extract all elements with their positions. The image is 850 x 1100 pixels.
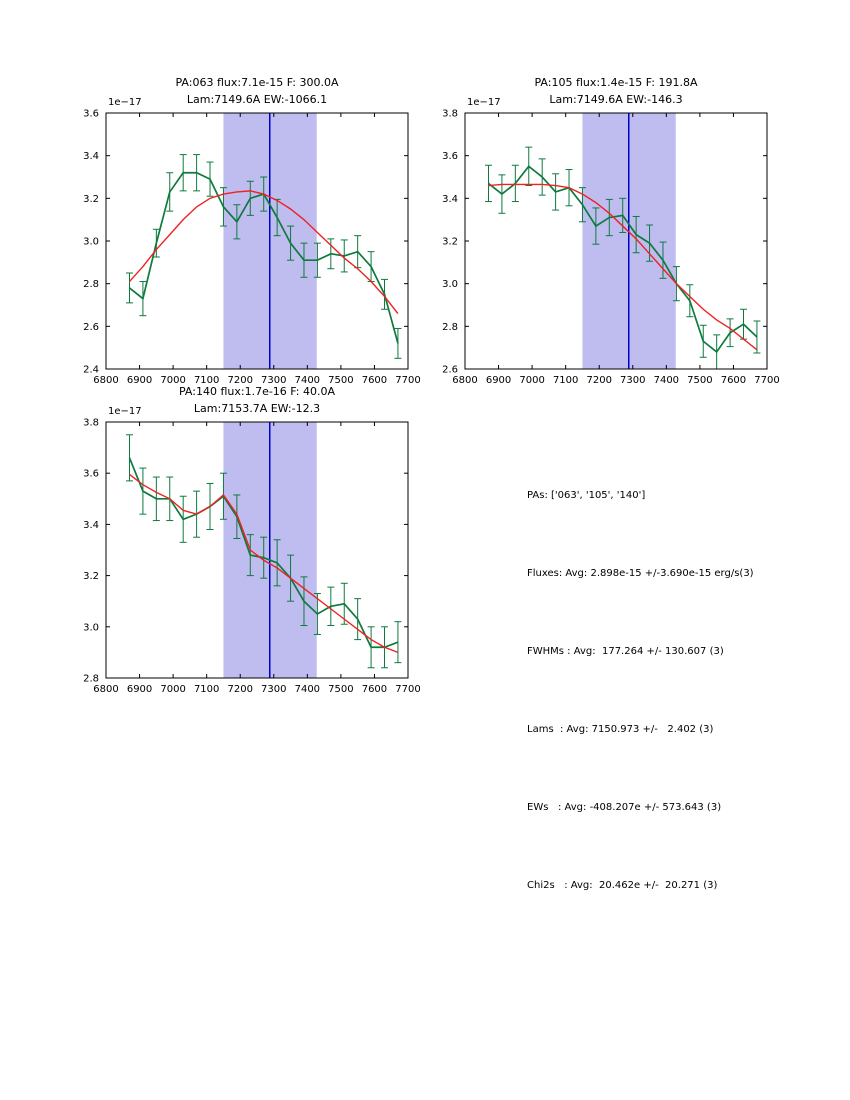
svg-text:7600: 7600 <box>362 375 387 386</box>
stat-line-ews: EWs : Avg: -408.207e +/- 573.643 (3) <box>527 802 722 813</box>
svg-text:7000: 7000 <box>160 684 185 695</box>
svg-text:7000: 7000 <box>519 375 544 386</box>
stat-line-chi2s: Chi2s : Avg: 20.462e +/- 20.271 (3) <box>527 880 718 891</box>
stats-panel: PAs: ['063', '105', '140'] Fluxes: Avg: … <box>527 431 754 951</box>
svg-text:6800: 6800 <box>93 684 118 695</box>
svg-text:7200: 7200 <box>586 375 611 386</box>
svg-text:7700: 7700 <box>754 375 779 386</box>
stat-line-fluxes: Fluxes: Avg: 2.898e-15 +/-3.690e-15 erg/… <box>527 568 754 579</box>
svg-text:7500: 7500 <box>328 375 353 386</box>
svg-text:7500: 7500 <box>328 684 353 695</box>
svg-text:2.8: 2.8 <box>83 674 99 685</box>
spectrum-plot-canvas-pa105: 6800 6900 7000 7100 7200 7300 7400 7500 7600 7700… <box>442 97 780 386</box>
svg-text:3.0: 3.0 <box>442 279 458 290</box>
svg-text:3.6: 3.6 <box>83 109 99 120</box>
svg-text:3.2: 3.2 <box>83 571 99 582</box>
svg-text:7500: 7500 <box>687 375 712 386</box>
svg-text:3.6: 3.6 <box>442 151 458 162</box>
svg-text:1e−17: 1e−17 <box>467 97 501 108</box>
svg-text:3.6: 3.6 <box>83 469 99 480</box>
svg-text:2.8: 2.8 <box>83 279 99 290</box>
stat-line-fwhms: FWHMs : Avg: 177.264 +/- 130.607 (3) <box>527 646 724 657</box>
svg-text:7400: 7400 <box>654 375 679 386</box>
svg-text:7600: 7600 <box>362 684 387 695</box>
spectrum-plot-pa105: PA:105 flux:1.4e-15 F: 191.8A Lam:7149.6… <box>415 63 785 393</box>
svg-text:7400: 7400 <box>295 684 320 695</box>
svg-text:3.4: 3.4 <box>83 520 99 531</box>
svg-text:2.8: 2.8 <box>442 322 458 333</box>
svg-text:6800: 6800 <box>93 375 118 386</box>
spectrum-plot-pa140: PA:140 flux:1.7e-16 F: 40.0A Lam:7153.7A… <box>56 372 426 702</box>
svg-text:3.0: 3.0 <box>83 237 99 248</box>
svg-text:6800: 6800 <box>452 375 477 386</box>
svg-text:7000: 7000 <box>160 375 185 386</box>
svg-text:3.2: 3.2 <box>442 237 458 248</box>
svg-text:6900: 6900 <box>127 684 152 695</box>
plot-title-pa063: PA:063 flux:7.1e-15 F: 300.0A Lam:7149.6… <box>106 74 408 108</box>
svg-text:7300: 7300 <box>620 375 645 386</box>
svg-text:6900: 6900 <box>486 375 511 386</box>
plot-title-line2: Lam:7153.7A EW:-12.3 <box>193 402 321 415</box>
svg-text:3.2: 3.2 <box>83 194 99 205</box>
svg-text:6900: 6900 <box>127 375 152 386</box>
plot-title-line1: PA:063 flux:7.1e-15 F: 300.0A <box>175 76 339 89</box>
svg-text:1e−17: 1e−17 <box>108 406 142 417</box>
svg-text:7100: 7100 <box>553 375 578 386</box>
svg-text:3.8: 3.8 <box>83 418 99 429</box>
svg-text:7100: 7100 <box>194 375 219 386</box>
svg-text:7300: 7300 <box>261 684 286 695</box>
spectrum-plot-canvas-pa140: 6800 6900 7000 7100 7200 7300 7400 7500 7600 7700… <box>83 406 421 695</box>
svg-text:7100: 7100 <box>194 684 219 695</box>
svg-text:7600: 7600 <box>721 375 746 386</box>
svg-text:7700: 7700 <box>395 375 420 386</box>
svg-text:7200: 7200 <box>227 684 252 695</box>
svg-text:2.6: 2.6 <box>83 322 99 333</box>
plot-title-pa105: PA:105 flux:1.4e-15 F: 191.8A Lam:7149.6… <box>465 74 767 108</box>
stat-line-pas: PAs: ['063', '105', '140'] <box>527 490 646 501</box>
svg-text:7200: 7200 <box>227 375 252 386</box>
svg-text:7300: 7300 <box>261 375 286 386</box>
plot-title-line1: PA:140 flux:1.7e-16 F: 40.0A <box>179 385 335 398</box>
svg-text:7700: 7700 <box>395 684 420 695</box>
plot-title-pa140: PA:140 flux:1.7e-16 F: 40.0A Lam:7153.7A… <box>106 383 408 417</box>
svg-text:3.0: 3.0 <box>83 622 99 633</box>
svg-text:3.4: 3.4 <box>83 151 99 162</box>
spectrum-plot-pa063: PA:063 flux:7.1e-15 F: 300.0A Lam:7149.6… <box>56 63 426 393</box>
stat-line-lams: Lams : Avg: 7150.973 +/- 2.402 (3) <box>527 724 714 735</box>
svg-text:1e−17: 1e−17 <box>108 97 142 108</box>
plot-title-line2: Lam:7149.6A EW:-1066.1 <box>186 93 328 106</box>
svg-text:2.6: 2.6 <box>442 365 458 376</box>
plot-title-line1: PA:105 flux:1.4e-15 F: 191.8A <box>534 76 698 89</box>
svg-text:7400: 7400 <box>295 375 320 386</box>
plot-title-line2: Lam:7149.6A EW:-146.3 <box>549 93 683 106</box>
svg-text:3.8: 3.8 <box>442 109 458 120</box>
svg-text:2.4: 2.4 <box>83 365 99 376</box>
svg-text:3.4: 3.4 <box>442 194 458 205</box>
spectrum-plot-canvas-pa063: 6800 6900 7000 7100 7200 7300 7400 7500 7600 7700… <box>83 97 421 386</box>
